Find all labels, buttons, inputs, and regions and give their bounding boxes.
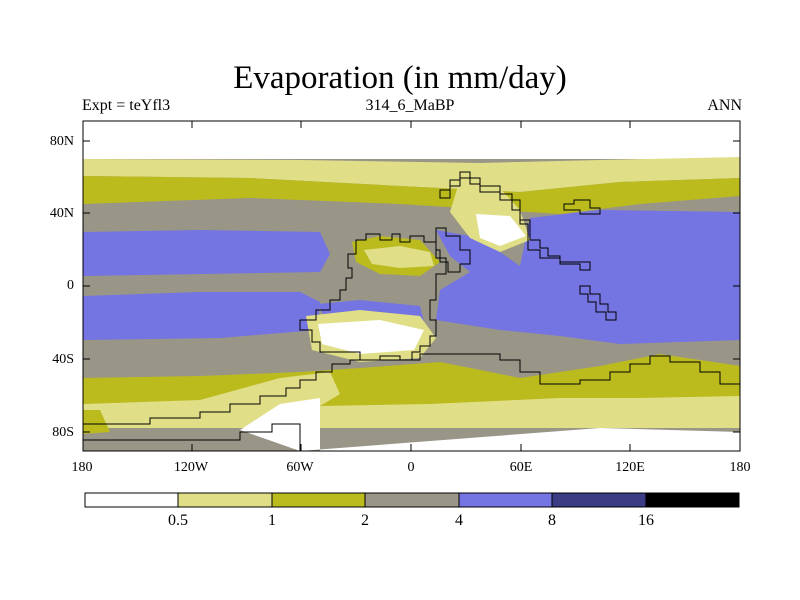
colorbar-label-16: 16: [638, 512, 654, 529]
x-tick-label-120e: 120E: [615, 460, 645, 475]
colorbar-box-gt16: [645, 492, 740, 508]
x-tick-label-180e: 180: [729, 460, 751, 475]
coastline-island-east: [579, 285, 617, 321]
axis-ticks: [83, 121, 740, 451]
field-north-1-2: [83, 176, 740, 214]
contour-fields: [83, 121, 740, 451]
x-tick-label-0: 0: [407, 460, 415, 475]
y-tick-label-80s: 80S: [52, 425, 74, 440]
field-pacific-north-4-8: [83, 230, 330, 276]
colorbar: [84, 492, 740, 508]
x-tick-label-120w: 120W: [173, 460, 209, 475]
experiment-label: Expt = teYfl3: [82, 97, 171, 114]
coastline-island-northeast: [563, 199, 601, 215]
field-south-west-1-2: [83, 410, 110, 434]
coastline-pangaea-west: [299, 233, 447, 361]
colorbar-box-1-2: [271, 492, 366, 508]
colorbar-box-lt05: [84, 492, 179, 508]
field-gondwana-lt05: [318, 320, 424, 354]
colorbar-label-0-5: 0.5: [168, 512, 188, 529]
field-tethys-4-8: [436, 210, 740, 344]
coastline-laurasia-inner: [435, 227, 471, 273]
colorbar-label-8: 8: [548, 512, 556, 529]
field-asia-lt05: [476, 214, 526, 246]
field-south-lt05: [240, 398, 740, 451]
coastline-asia: [439, 171, 591, 271]
field-south-05-1: [83, 372, 740, 428]
y-tick-label-40n: 40N: [49, 206, 74, 221]
colorbar-box-05-1: [177, 492, 273, 508]
colorbar-label-4: 4: [455, 512, 463, 529]
y-tick-label-40s: 40S: [52, 352, 74, 367]
period-label: 314_6_MaBP: [365, 97, 455, 114]
colorbar-label-1: 1: [268, 512, 276, 529]
field-north-05-1: [83, 157, 740, 192]
colorbar-label-2: 2: [361, 512, 369, 529]
field-pacific-south-4-8: [83, 292, 320, 340]
plot-title: Evaporation (in mm/day): [233, 60, 567, 96]
colorbar-box-8-16: [551, 492, 647, 508]
coastline-south: [83, 353, 740, 425]
y-tick-label-eq: 0: [67, 278, 74, 293]
field-laurentia-05-1: [364, 246, 434, 268]
x-tick-label-60e: 60E: [509, 460, 533, 475]
y-tick-label-80n: 80N: [49, 134, 74, 149]
x-tick-label-60w: 60W: [286, 460, 314, 475]
coastlines: [83, 171, 740, 451]
colorbar-box-4-8: [458, 492, 553, 508]
season-label: ANN: [707, 97, 742, 114]
x-tick-label-180w: 180: [71, 460, 93, 475]
coastline-antarctic: [83, 423, 301, 451]
colorbar-box-2-4: [364, 492, 460, 508]
